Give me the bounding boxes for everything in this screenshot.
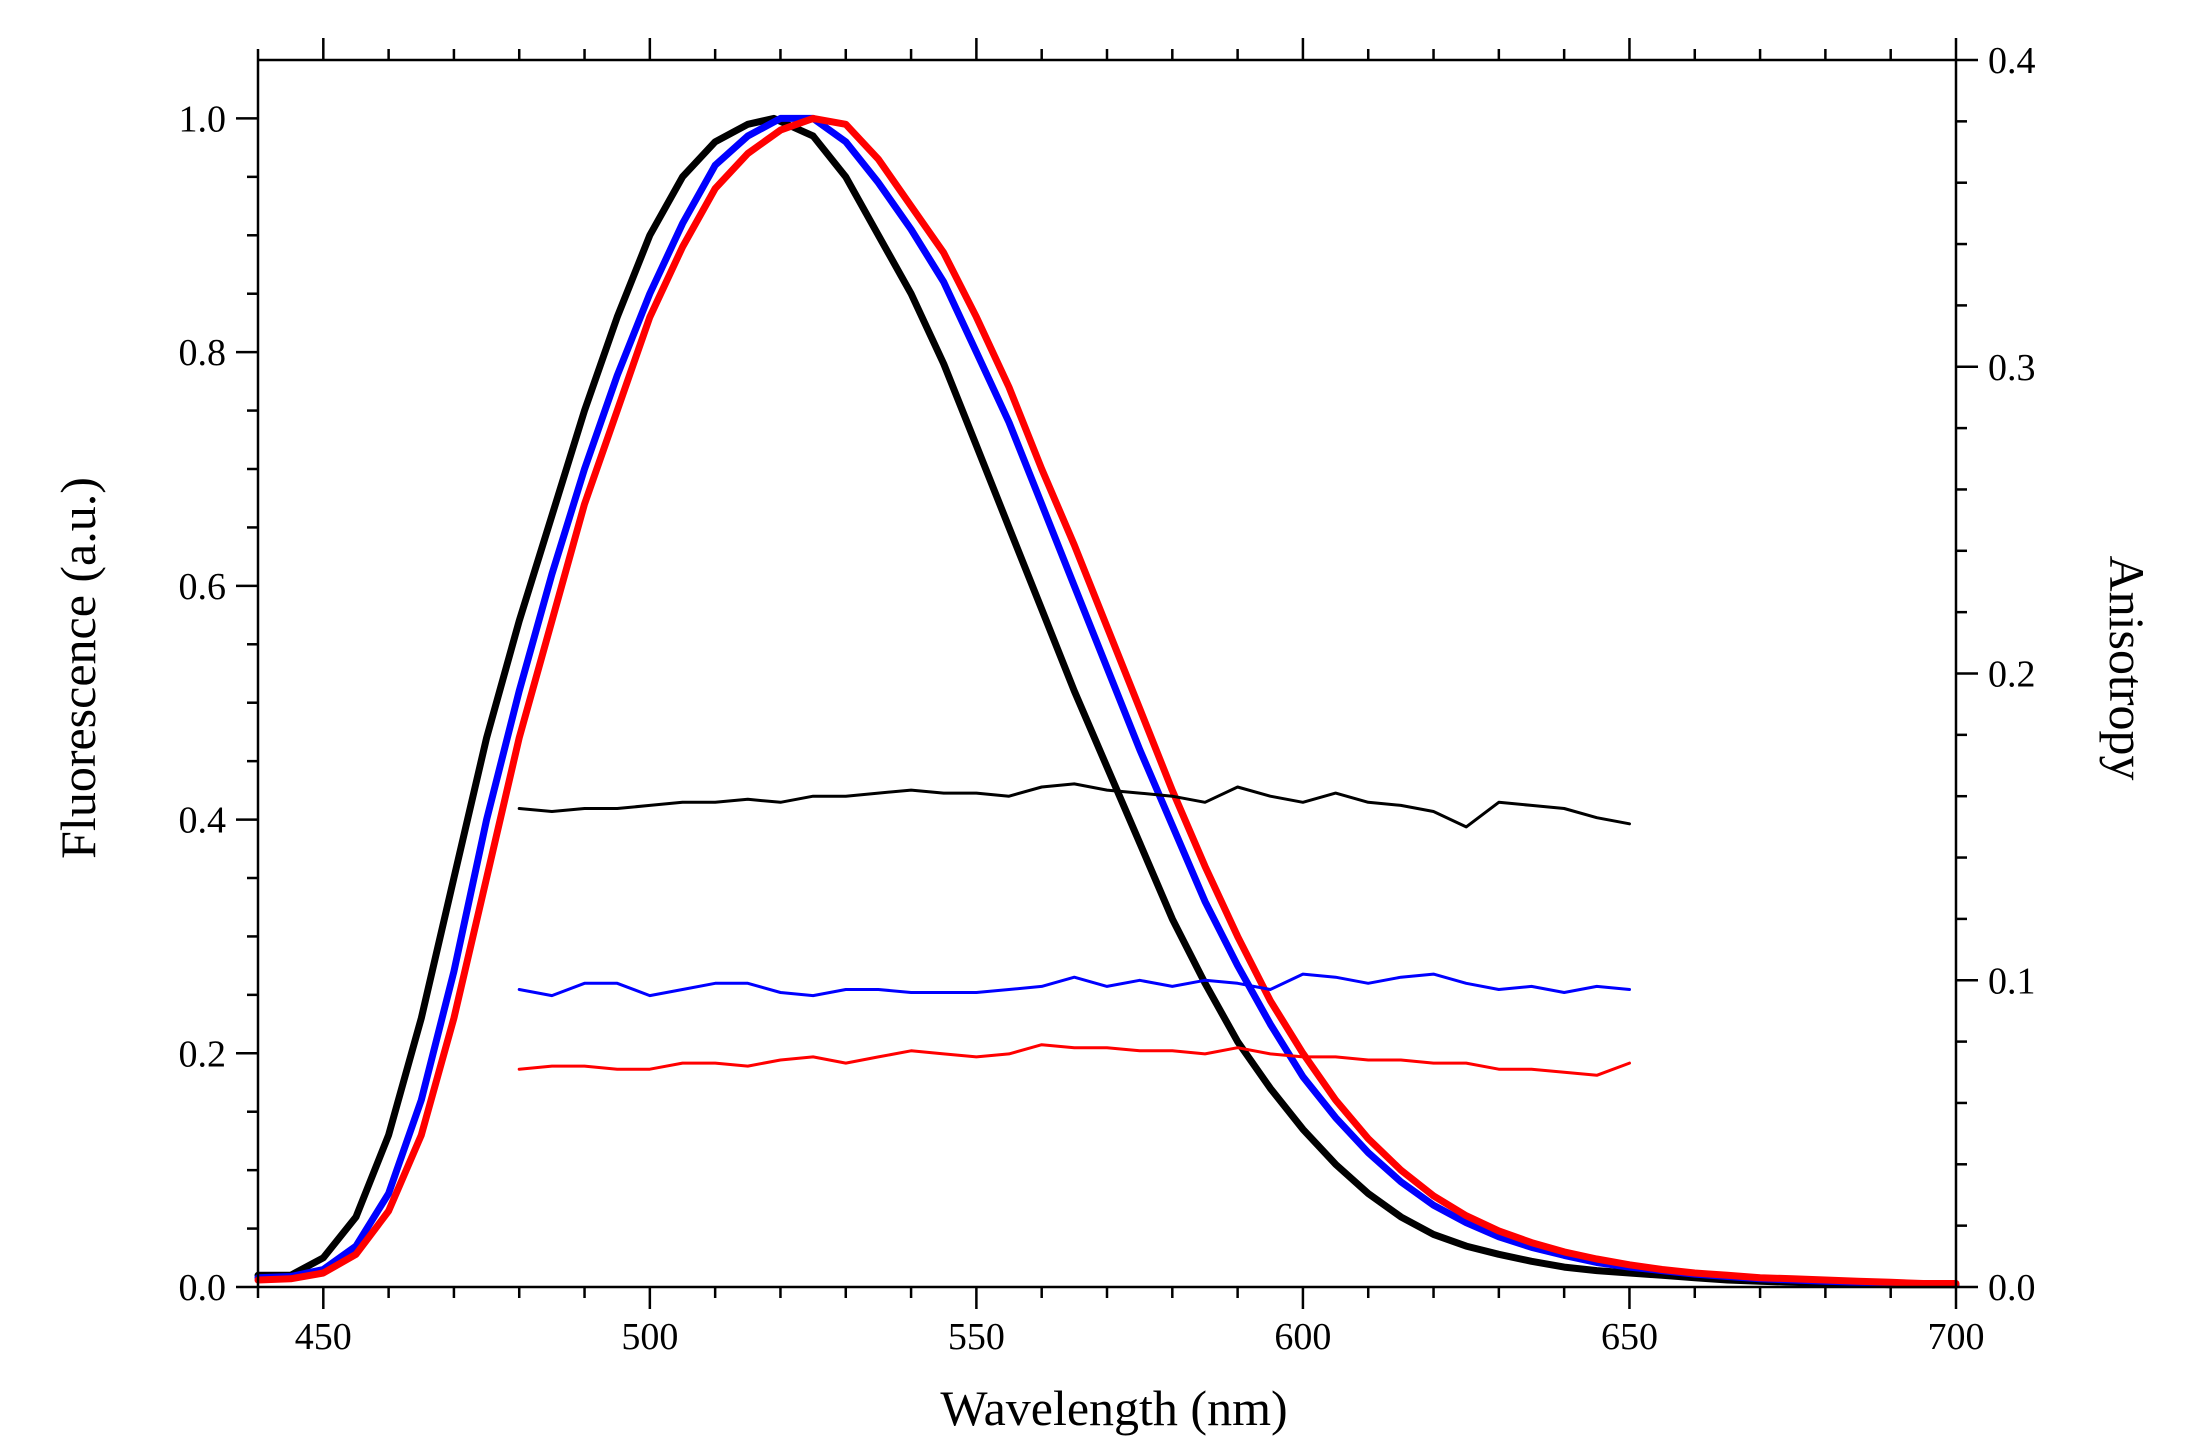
x-tick-label: 700 [1928, 1316, 1985, 1358]
y2-tick-label: 0.1 [1988, 960, 2036, 1002]
series-line-anisotropy-red [517, 1043, 1631, 1077]
x-tick-label: 600 [1274, 1316, 1331, 1358]
x-axis-title: Wavelength (nm) [940, 1380, 1287, 1436]
y-tick-label: 0.4 [179, 800, 227, 842]
series-line-fluorescence-black [254, 114, 1960, 1289]
axes-layer: 450 500 550 600 650 7000.00.20.40.60.81.00.00… [179, 38, 2036, 1358]
y-tick-label: 0.8 [179, 332, 227, 374]
series-line-anisotropy-black [517, 782, 1631, 829]
series-line-anisotropy-blue [517, 972, 1631, 998]
x-tick-label: 650 [1601, 1316, 1658, 1358]
y-tick-label: 0.6 [179, 566, 227, 608]
y-tick-label: 1.0 [179, 98, 227, 140]
x-tick-label: 500 [621, 1316, 678, 1358]
y2-tick-label: 0.0 [1988, 1267, 2036, 1309]
series-layer [254, 114, 1960, 1289]
y-tick-label: 0.0 [179, 1267, 227, 1309]
y2-tick-label: 0.3 [1988, 347, 2036, 389]
y-axis-title: Fluorescence (a.u.) [50, 477, 106, 859]
y2-tick-label: 0.2 [1988, 654, 2036, 696]
x-tick-label: 450 [295, 1316, 352, 1358]
y2-tick-label: 0.4 [1988, 40, 2036, 82]
y2-axis-title: Anisotropy [2099, 556, 2155, 781]
series-line-fluorescence-red [254, 114, 1960, 1287]
x-tick-label: 550 [948, 1316, 1005, 1358]
y-tick-label: 0.2 [179, 1033, 227, 1075]
